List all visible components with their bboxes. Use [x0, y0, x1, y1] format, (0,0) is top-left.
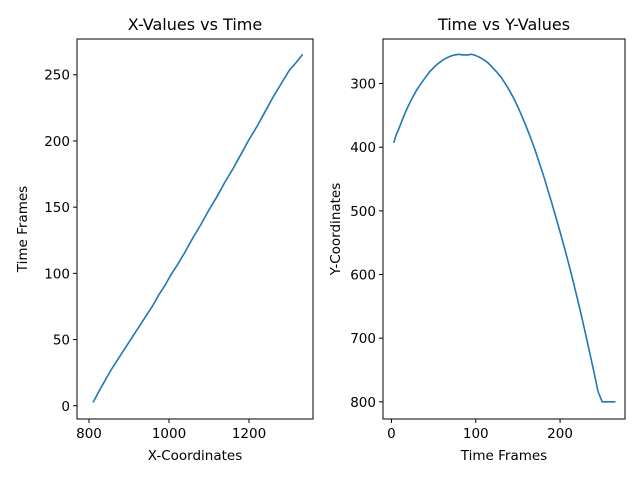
y-axis-label: Time Frames — [15, 186, 31, 273]
y-tick-label: 150 — [44, 200, 70, 216]
y-tick-label: 250 — [44, 68, 70, 84]
y-tick-label: 200 — [44, 134, 70, 150]
x-tick-label: 100 — [463, 426, 489, 442]
chart-title: X-Values vs Time — [128, 15, 262, 34]
x-axis-label: Time Frames — [460, 448, 547, 464]
x-axis-label: X-Coordinates — [148, 448, 243, 464]
x-tick-label: 0 — [387, 426, 396, 442]
chart-x-values-vs-time: 800 1000 1200 0 50 100 150 200 250 X-Values vs Ti… — [15, 15, 314, 464]
chart-time-vs-y-values: 0 100 200 300 400 500 600 700 800 Time vs Y-Value… — [328, 15, 626, 464]
y-tick-label: 800 — [350, 395, 376, 411]
y-tick-label: 400 — [350, 140, 376, 156]
plot-area-frame — [76, 38, 314, 420]
x-tick-label: 1000 — [152, 426, 186, 442]
x-tick-label: 200 — [547, 426, 573, 442]
y-tick-label: 50 — [53, 333, 70, 349]
y-tick-label: 700 — [350, 331, 376, 347]
x-tick-label: 1200 — [232, 426, 266, 442]
y-tick-label: 500 — [350, 204, 376, 220]
y-tick-label: 100 — [44, 266, 70, 282]
x-tick-label: 800 — [76, 426, 102, 442]
y-tick-label: 300 — [350, 77, 376, 93]
plot-area-frame — [382, 38, 626, 420]
y-axis-label: Y-Coordinates — [328, 183, 344, 277]
y-tick-label: 600 — [350, 268, 376, 284]
series-line-0 — [92, 54, 304, 403]
chart-title: Time vs Y-Values — [437, 15, 570, 34]
y-tick-label: 0 — [61, 399, 70, 415]
series-line-0 — [393, 53, 616, 403]
